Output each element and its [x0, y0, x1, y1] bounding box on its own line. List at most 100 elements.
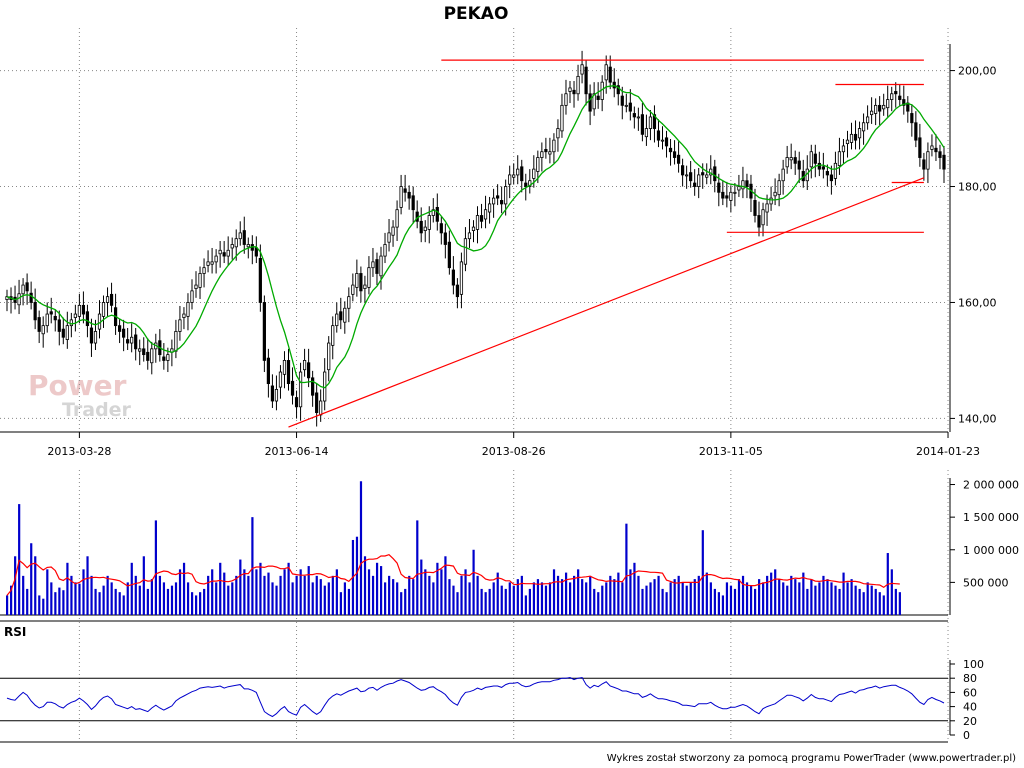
volume-bar	[697, 575, 700, 615]
price-candle	[833, 162, 838, 179]
volume-bar	[371, 575, 375, 615]
volume-bar	[231, 582, 234, 615]
price-candle	[809, 151, 813, 168]
price-candle	[290, 380, 295, 396]
volume-bar	[102, 585, 105, 615]
price-candle	[737, 186, 741, 191]
volume-bar	[617, 572, 620, 615]
price-candle	[761, 209, 765, 226]
volume-bar	[388, 575, 391, 615]
volume-bar	[408, 575, 411, 615]
price-candle	[335, 313, 339, 327]
price-candle	[319, 400, 323, 416]
volume-bar	[62, 590, 65, 615]
price-candle	[399, 186, 403, 208]
volume-bar	[653, 579, 656, 615]
volume-bar	[355, 536, 359, 615]
volume-bar	[384, 582, 387, 615]
price-candle	[363, 284, 367, 289]
volume-bar	[78, 583, 81, 615]
price-candle	[302, 360, 307, 371]
volume-bar	[432, 582, 435, 615]
volume-bar	[878, 592, 881, 615]
volume-bar	[508, 582, 511, 615]
rsi-line	[6, 676, 945, 718]
price-y-tick-label: 160,00	[958, 296, 997, 309]
volume-bar	[641, 588, 644, 615]
volume-bar	[814, 585, 817, 615]
volume-bar	[247, 575, 250, 615]
volume-bar	[826, 579, 829, 615]
volume-bar	[142, 556, 145, 615]
volume-bar	[762, 582, 765, 615]
price-candle	[636, 116, 640, 119]
price-candle	[49, 311, 53, 315]
volume-bar	[854, 585, 857, 615]
volume-bar	[741, 575, 745, 615]
volume-bar	[548, 582, 552, 615]
volume-bar	[806, 588, 809, 615]
price-candle	[73, 313, 77, 318]
price-candle	[938, 151, 942, 158]
volume-bar	[609, 575, 612, 615]
price-candle	[580, 64, 584, 75]
price-candle	[109, 293, 114, 306]
volume-bar	[58, 587, 61, 615]
volume-bar	[82, 569, 85, 615]
volume-bar	[404, 588, 407, 615]
price-candle	[307, 362, 311, 379]
volume-bar	[86, 556, 89, 615]
volume-bar	[504, 588, 507, 615]
volume-bar	[544, 585, 548, 615]
volume-bar	[311, 582, 314, 615]
volume-bar	[850, 579, 853, 615]
price-y-tick-label: 200,00	[958, 65, 997, 78]
price-candle	[882, 104, 886, 110]
volume-bar	[114, 588, 117, 615]
price-candle	[781, 168, 785, 182]
price-candle	[85, 311, 90, 327]
volume-bar	[335, 569, 338, 615]
price-candle	[202, 267, 206, 274]
volume-bar	[50, 582, 53, 615]
price-candle	[238, 232, 242, 240]
price-candle	[17, 293, 21, 306]
volume-bar	[182, 562, 186, 615]
volume-bar	[830, 582, 833, 615]
volume-bar	[822, 575, 825, 615]
volume-bar	[6, 595, 9, 615]
volume-bar	[898, 592, 901, 615]
volume-bar	[766, 575, 769, 615]
price-candle	[797, 160, 801, 170]
price-candle	[608, 66, 612, 83]
price-candle	[628, 102, 632, 112]
volume-bar	[733, 588, 737, 615]
volume-bar	[158, 575, 162, 615]
price-candle	[218, 249, 222, 255]
price-candle	[65, 325, 69, 340]
volume-average-line	[6, 554, 900, 596]
rsi-label: RSI	[4, 625, 26, 639]
watermark-trader: Trader	[62, 399, 132, 421]
price-candle	[676, 154, 681, 164]
price-candle	[544, 149, 548, 153]
volume-bar	[858, 588, 861, 615]
volume-bar	[279, 575, 282, 615]
price-candle	[713, 166, 717, 182]
footer-credit: Wykres został stworzony za pomocą progra…	[607, 753, 1016, 764]
volume-bar	[327, 582, 330, 615]
price-candle	[616, 85, 620, 95]
volume-bar	[26, 588, 29, 615]
price-candle	[403, 188, 407, 193]
price-candle	[435, 206, 439, 222]
price-candle	[765, 203, 769, 213]
price-candle	[286, 360, 291, 385]
volume-bar	[778, 579, 781, 615]
price-candle	[640, 114, 644, 135]
price-x-tick-label: 2013-03-28	[47, 445, 111, 458]
price-candle	[560, 104, 564, 132]
volume-bar	[94, 588, 97, 615]
volume-bar	[709, 582, 712, 615]
price-candle	[315, 392, 319, 414]
rsi-y-tick-label: 20	[963, 715, 977, 728]
